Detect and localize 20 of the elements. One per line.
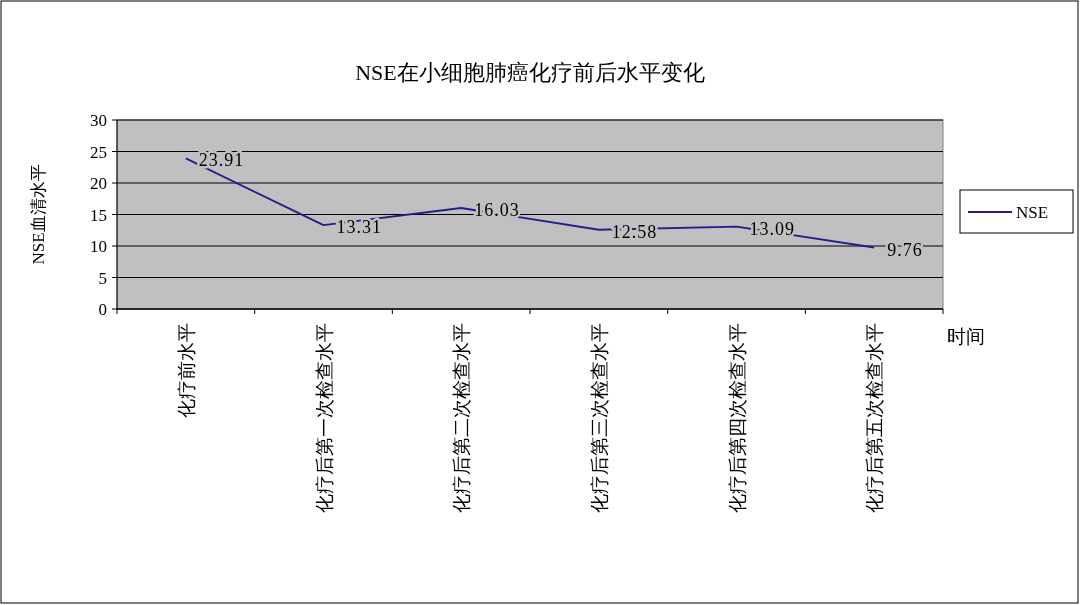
- x-axis-title: 时间: [947, 326, 985, 347]
- x-tick-label: 化疗前水平: [175, 323, 197, 418]
- data-label: 9.76: [887, 239, 923, 260]
- y-axis-title: NSE血清水平: [29, 164, 48, 265]
- data-label: 23.91: [198, 150, 245, 171]
- y-tick-label: 15: [90, 205, 107, 225]
- x-tick-label: 化疗后第一次检查水平: [313, 323, 335, 513]
- x-tick-label: 化疗后第二次检查水平: [451, 323, 473, 513]
- x-tick-label: 化疗后第三次检查水平: [588, 323, 610, 513]
- y-tick-label: 30: [90, 111, 107, 130]
- x-tick-label: 化疗后第四次检查水平: [726, 323, 748, 513]
- data-label: 13.31: [336, 217, 382, 238]
- y-tick-label: 5: [98, 268, 107, 288]
- y-tick-label: 20: [90, 174, 107, 193]
- y-tick-label: 10: [90, 237, 107, 256]
- chart-title: NSE在小细胞肺癌化疗前后水平变化: [355, 60, 705, 85]
- legend-label: NSE: [1016, 203, 1049, 222]
- x-tick-label: 化疗后第五次检查水平: [864, 323, 886, 513]
- y-tick-label: 25: [90, 142, 107, 162]
- y-tick-label: 0: [98, 300, 107, 319]
